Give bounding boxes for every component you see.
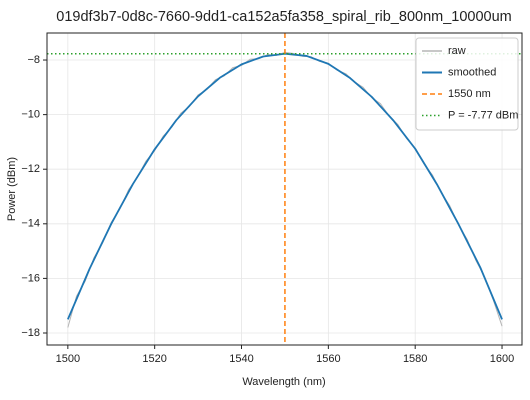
y-tick-label: −12	[21, 163, 40, 175]
y-tick-label: −8	[27, 54, 40, 66]
x-tick-label: 1540	[229, 353, 253, 365]
y-tick-label: −10	[21, 109, 40, 121]
x-tick-label: 1520	[142, 353, 166, 365]
legend-label: 1550 nm	[448, 88, 491, 100]
plot-frame	[46, 32, 523, 346]
x-tick-label: 1500	[56, 353, 80, 365]
legend-label: smoothed	[448, 66, 496, 78]
y-axis-label: Power (dBm)	[6, 157, 18, 221]
y-tick-label: −16	[21, 272, 40, 284]
y-tick-label: −18	[21, 327, 40, 339]
x-tick-label: 1600	[490, 353, 514, 365]
chart-title: 019df3b7-0d8c-7660-9dd1-ca152a5fa358_spi…	[56, 9, 512, 25]
legend-label: raw	[448, 45, 466, 57]
legend-box	[415, 37, 519, 131]
x-axis-label: Wavelength (nm)	[242, 376, 325, 388]
legend-label: P = -7.77 dBm	[448, 109, 518, 121]
x-tick-label: 1560	[316, 353, 340, 365]
y-tick-label: −14	[21, 218, 40, 230]
x-tick-label: 1580	[403, 353, 427, 365]
